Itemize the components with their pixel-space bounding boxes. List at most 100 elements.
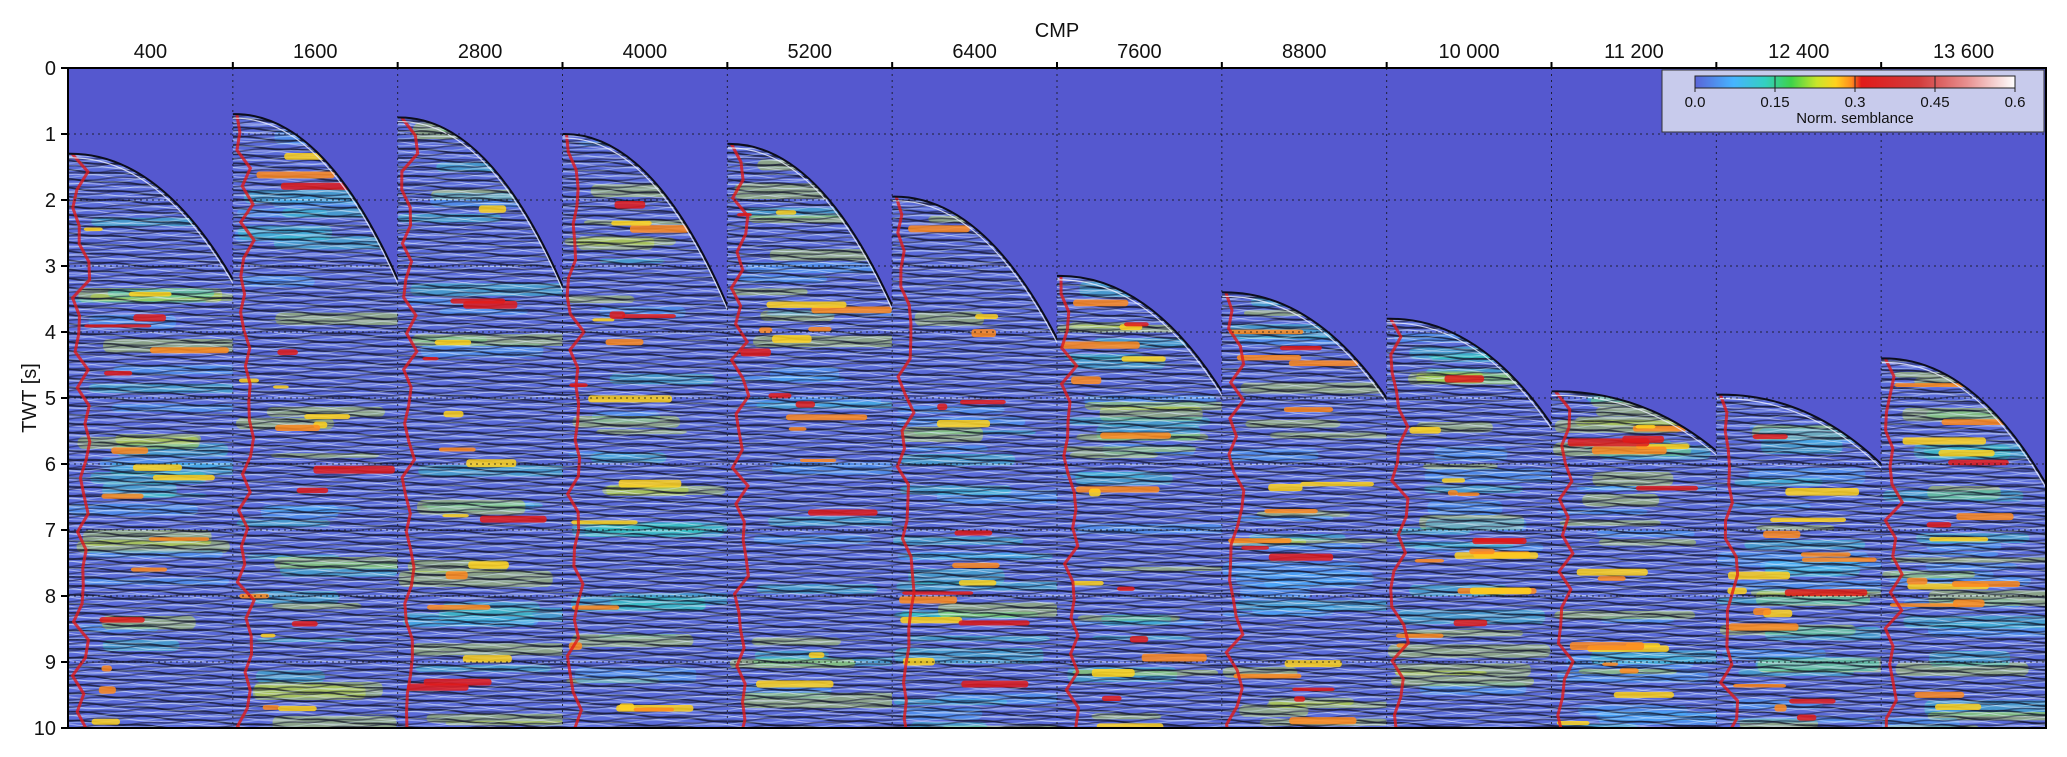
semblance-peak bbox=[256, 171, 335, 179]
gather-traces bbox=[1716, 394, 1882, 728]
first-arrival-curve-secondary bbox=[892, 200, 1058, 343]
first-arrival-curve bbox=[232, 113, 399, 280]
semblance-peak bbox=[592, 318, 615, 322]
semblance-peak bbox=[1236, 354, 1302, 361]
semblance-peak bbox=[785, 414, 868, 421]
semblance-peak bbox=[1072, 580, 1104, 586]
near-offset-semblance-trend bbox=[400, 117, 420, 728]
semblance-peak bbox=[1929, 537, 1989, 542]
semblance-peak bbox=[902, 591, 974, 595]
semblance-peak bbox=[775, 210, 797, 215]
semblance-peak bbox=[1292, 687, 1335, 692]
first-arrival-curve bbox=[1716, 393, 1882, 465]
semblance-peak bbox=[442, 514, 469, 518]
semblance-peak bbox=[758, 327, 773, 334]
semblance-peak bbox=[1728, 623, 1799, 631]
semblance-peak bbox=[1926, 522, 1952, 528]
semblance-peak bbox=[1472, 537, 1527, 545]
colorbar-legend: 0.0 0.15 0.3 0.45 0.6 Norm. semblance bbox=[1661, 69, 2045, 133]
semblance-peak bbox=[1619, 668, 1639, 674]
semblance-peak bbox=[262, 705, 280, 710]
semblance-peak bbox=[1469, 548, 1495, 555]
semblance-peak bbox=[128, 291, 172, 297]
x-tick-label: 8800 bbox=[1282, 41, 1327, 63]
semblance-peak bbox=[756, 680, 834, 688]
semblance-peak bbox=[1228, 329, 1304, 335]
semblance-peak bbox=[952, 562, 1000, 569]
semblance-peak bbox=[1100, 432, 1172, 439]
x-tick-label: 12 400 bbox=[1768, 41, 1829, 63]
first-arrival-curve bbox=[397, 116, 564, 287]
cmp-panel-12400 bbox=[1716, 393, 1882, 728]
semblance-peak bbox=[466, 459, 517, 468]
semblance-peak bbox=[277, 349, 298, 356]
first-arrival-curve bbox=[1551, 390, 1717, 452]
y-axis-label: TWT [s] bbox=[19, 363, 41, 433]
semblance-peak bbox=[1264, 509, 1318, 514]
semblance-peak bbox=[1733, 683, 1787, 688]
semblance-peak bbox=[937, 403, 948, 411]
x-tick-label: 13 600 bbox=[1933, 41, 1994, 63]
semblance-peak bbox=[900, 616, 963, 624]
semblance-peak bbox=[629, 225, 690, 233]
colorbar-tick-label: 0.45 bbox=[1920, 94, 1949, 111]
semblance-peak bbox=[1283, 407, 1334, 412]
semblance-peak bbox=[1567, 438, 1650, 447]
first-arrival-curve-secondary bbox=[1056, 279, 1223, 396]
semblance-peak bbox=[975, 314, 999, 320]
semblance-peak bbox=[1727, 587, 1747, 595]
semblance-peak bbox=[740, 348, 771, 357]
semblance-peak bbox=[422, 357, 439, 361]
x-tick-label: 7600 bbox=[1117, 41, 1162, 63]
cmp-panel-7600 bbox=[1056, 274, 1223, 728]
semblance-peak bbox=[772, 335, 812, 343]
semblance-peak bbox=[1241, 546, 1269, 550]
first-arrival-curve-secondary bbox=[1551, 394, 1717, 456]
first-arrival-curve bbox=[1881, 357, 2046, 485]
semblance-peak bbox=[1073, 299, 1129, 307]
y-tick-label: 9 bbox=[45, 652, 56, 674]
semblance-peak bbox=[1591, 446, 1667, 455]
semblance-peak bbox=[1233, 673, 1302, 679]
semblance-peak bbox=[1116, 586, 1135, 591]
semblance-peak bbox=[1774, 704, 1787, 712]
semblance-peak bbox=[1453, 619, 1488, 627]
semblance-peak bbox=[1934, 703, 1982, 711]
semblance-peak bbox=[569, 383, 588, 388]
semblance-peak bbox=[407, 683, 469, 691]
semblance-peak bbox=[1089, 488, 1101, 497]
semblance-peak bbox=[899, 596, 958, 604]
x-axis-ticks: 400 1600 2800 4000 5200 6400 7600 8800 10 000 11 … bbox=[134, 41, 1994, 68]
colorbar-tick-label: 0.0 bbox=[1685, 94, 1706, 111]
near-offset-semblance-trend bbox=[1059, 275, 1081, 728]
semblance-peak bbox=[1447, 490, 1458, 496]
semblance-peak bbox=[618, 479, 682, 488]
y-tick-label: 5 bbox=[45, 388, 56, 410]
first-arrival-curve bbox=[1386, 317, 1553, 425]
colorbar-tick-label: 0.3 bbox=[1845, 94, 1866, 111]
semblance-peak bbox=[426, 604, 491, 610]
semblance-peak bbox=[101, 493, 144, 499]
semblance-peak bbox=[296, 487, 329, 494]
semblance-peak bbox=[1396, 633, 1444, 638]
semblance-peak bbox=[605, 339, 644, 346]
cmp-panel-4000 bbox=[562, 132, 729, 728]
semblance-peak bbox=[1569, 642, 1645, 651]
semblance-peak bbox=[478, 205, 507, 213]
semblance-peak bbox=[84, 324, 152, 328]
semblance-peak bbox=[1268, 483, 1303, 492]
near-offset-semblance-trend bbox=[1554, 391, 1575, 728]
semblance-peak bbox=[1456, 492, 1480, 496]
x-tick-label: 4000 bbox=[623, 41, 668, 63]
semblance-peak bbox=[1889, 603, 1958, 607]
semblance-peak bbox=[280, 182, 361, 190]
semblance-peak bbox=[1101, 695, 1122, 702]
semblance-peak bbox=[971, 329, 997, 338]
semblance-peak bbox=[795, 401, 816, 408]
semblance-peak bbox=[1635, 485, 1699, 491]
y-tick-label: 3 bbox=[45, 256, 56, 278]
semblance-peak bbox=[1728, 571, 1791, 580]
y-tick-label: 7 bbox=[45, 520, 56, 542]
semblance-peak bbox=[1576, 568, 1648, 576]
